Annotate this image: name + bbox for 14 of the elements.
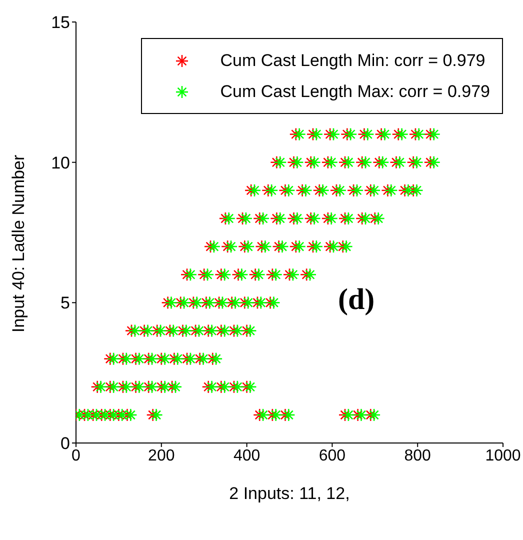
- x-tick-label: 600: [318, 447, 346, 464]
- y-tick-label: 10: [51, 153, 70, 172]
- x-tick-label: 400: [233, 447, 260, 464]
- y-tick-label: 5: [60, 294, 70, 313]
- y-tick-label: 15: [51, 13, 70, 32]
- x-axis-title: 2 Inputs: 11, 12,: [229, 484, 350, 503]
- x-tick-label: 200: [148, 447, 175, 464]
- x-tick-label: 800: [404, 447, 432, 464]
- annotation: (d): [338, 283, 375, 317]
- x-tick-label: 0: [72, 447, 81, 464]
- y-axis-title: Input 40: Ladle Number: [9, 154, 28, 332]
- x-tick-label: 1000: [485, 447, 521, 464]
- legend-label: Cum Cast Length Min: corr = 0.979: [220, 50, 486, 70]
- legend-label: Cum Cast Length Max: corr = 0.979: [220, 82, 490, 102]
